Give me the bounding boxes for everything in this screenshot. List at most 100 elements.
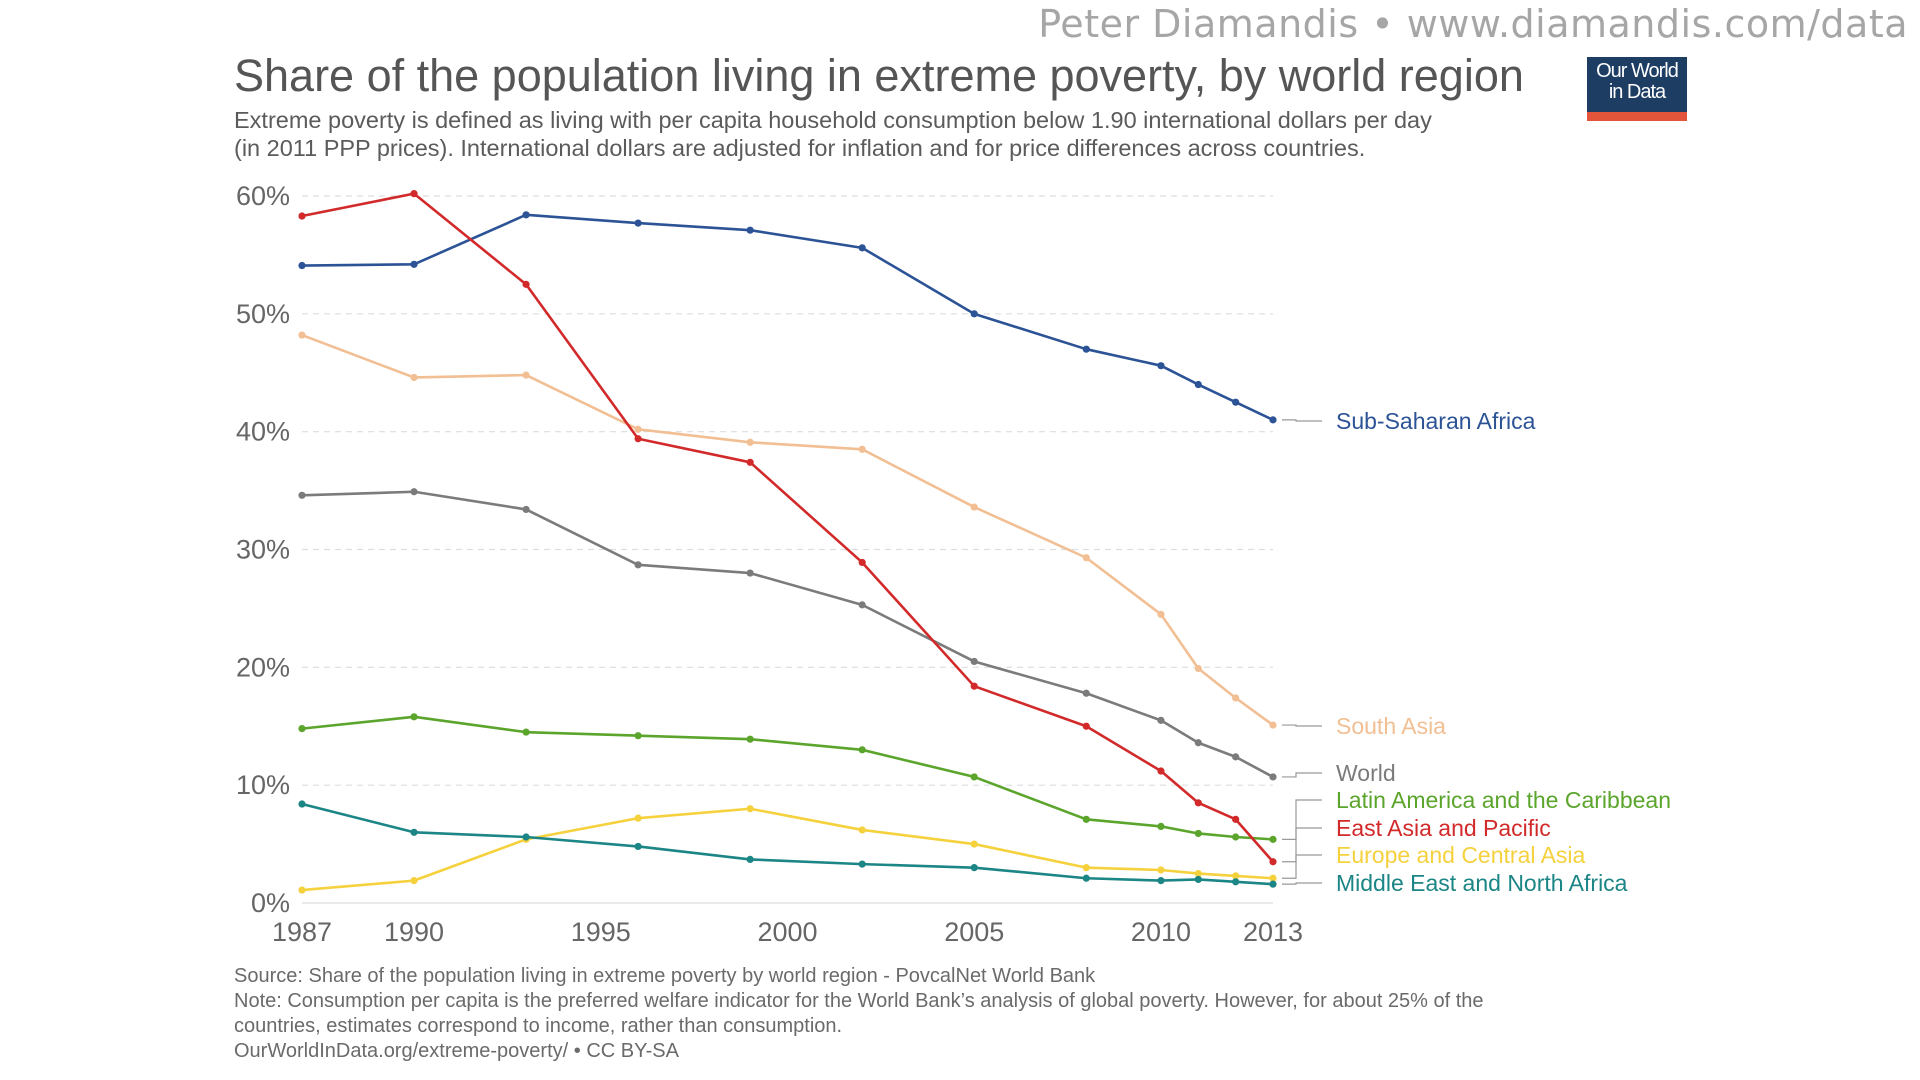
series-line-latin-america-and-the-caribbean — [301, 715, 1274, 841]
data-point-east-asia-and-pacific — [1082, 722, 1090, 730]
data-point-middle-east-and-north-africa — [858, 860, 866, 868]
logo-line-2: in Data — [1608, 81, 1666, 103]
data-point-east-asia-and-pacific — [1232, 815, 1240, 823]
data-point-middle-east-and-north-africa — [1082, 874, 1090, 882]
data-point-sub-saharan-africa — [970, 310, 978, 318]
y-tick-label: 60% — [236, 181, 290, 211]
data-point-europe-and-central-asia — [1232, 872, 1240, 880]
data-point-latin-america-and-the-caribbean — [1232, 833, 1240, 841]
data-point-sub-saharan-africa — [1269, 416, 1277, 424]
data-point-middle-east-and-north-africa — [1194, 875, 1202, 884]
label-connector-sub-saharan-africa — [1282, 419, 1322, 422]
data-point-sub-saharan-africa — [746, 226, 754, 234]
source-note: Source: Share of the population living i… — [234, 965, 1096, 987]
data-point-latin-america-and-the-caribbean — [1082, 815, 1090, 823]
data-point-world — [1157, 716, 1165, 724]
label-connector-east-asia-and-pacific — [1282, 827, 1322, 863]
y-tick-label: 30% — [236, 535, 290, 565]
series-label-east-asia-and-pacific: East Asia and Pacific — [1336, 815, 1551, 841]
data-point-latin-america-and-the-caribbean — [298, 725, 306, 733]
data-point-world — [858, 601, 866, 609]
subtitle-line-2: (in 2011 PPP prices). International doll… — [234, 135, 1366, 161]
data-point-world — [634, 561, 642, 569]
data-point-south-asia — [298, 331, 306, 339]
data-point-europe-and-central-asia — [858, 826, 866, 834]
series-line-east-asia-and-pacific — [301, 192, 1274, 863]
data-point-sub-saharan-africa — [298, 261, 306, 270]
data-point-east-asia-and-pacific — [1157, 767, 1165, 775]
data-point-sub-saharan-africa — [1194, 380, 1202, 389]
subtitle-line-1: Extreme poverty is defined as living wit… — [234, 107, 1432, 133]
grid-lines — [302, 195, 1273, 904]
x-tick-label: 2010 — [1131, 917, 1191, 947]
series-line-south-asia — [301, 333, 1274, 727]
x-tick-label: 1995 — [571, 917, 631, 947]
data-point-middle-east-and-north-africa — [410, 828, 418, 836]
data-point-middle-east-and-north-africa — [1157, 877, 1165, 885]
y-axis-ticks: 0% 10% 20% 30% 40% 50% 60% — [236, 181, 290, 918]
data-point-latin-america-and-the-caribbean — [746, 735, 754, 743]
data-point-south-asia — [410, 373, 418, 382]
label-connector-europe-and-central-asia — [1282, 854, 1322, 879]
data-point-sub-saharan-africa — [1157, 362, 1165, 370]
data-point-south-asia — [1157, 610, 1165, 618]
data-point-europe-and-central-asia — [634, 814, 642, 822]
data-point-sub-saharan-africa — [634, 219, 642, 227]
data-point-europe-and-central-asia — [1194, 869, 1202, 878]
data-point-europe-and-central-asia — [1157, 866, 1165, 874]
data-point-europe-and-central-asia — [746, 805, 754, 813]
data-point-south-asia — [522, 371, 530, 379]
data-point-sub-saharan-africa — [1232, 398, 1240, 406]
logo-accent-bar — [1587, 112, 1687, 121]
data-point-middle-east-and-north-africa — [634, 842, 642, 851]
data-point-world — [1269, 773, 1277, 781]
series-label-middle-east-and-north-africa: Middle East and North Africa — [1336, 870, 1628, 896]
series-label-latin-america-and-the-caribbean: Latin America and the Caribbean — [1336, 787, 1671, 813]
data-point-world — [522, 505, 530, 514]
data-point-middle-east-and-north-africa — [1232, 878, 1240, 886]
series-line-middle-east-and-north-africa — [301, 802, 1274, 886]
data-point-east-asia-and-pacific — [746, 458, 754, 466]
license-link[interactable]: OurWorldInData.org/extreme-poverty/ • CC… — [234, 1040, 679, 1062]
data-point-south-asia — [1082, 554, 1090, 562]
data-point-middle-east-and-north-africa — [746, 855, 754, 864]
data-point-east-asia-and-pacific — [1194, 799, 1202, 807]
our-world-in-data-logo[interactable]: Our World in Data — [1587, 57, 1687, 121]
x-axis-ticks: 1987 1990 1995 2000 2005 2010 2013 — [272, 917, 1303, 947]
series-label-europe-and-central-asia: Europe and Central Asia — [1336, 842, 1586, 868]
data-point-world — [746, 569, 754, 577]
data-point-latin-america-and-the-caribbean — [1157, 822, 1165, 831]
label-connector-middle-east-and-north-africa — [1282, 882, 1322, 885]
data-point-south-asia — [1269, 721, 1277, 729]
data-point-europe-and-central-asia — [298, 886, 306, 894]
series-line-sub-saharan-africa — [301, 213, 1274, 422]
data-point-europe-and-central-asia — [410, 877, 418, 885]
data-point-world — [410, 488, 418, 496]
series-line-world — [301, 490, 1274, 779]
y-tick-label: 20% — [236, 652, 290, 682]
x-tick-label: 1987 — [272, 917, 332, 947]
chart-subtitle: Extreme poverty is defined as living wit… — [234, 106, 1574, 162]
consumption-note-1: Note: Consumption per capita is the pref… — [234, 990, 1484, 1012]
data-point-sub-saharan-africa — [522, 211, 530, 219]
x-tick-label: 1990 — [384, 917, 444, 947]
y-tick-label: 50% — [236, 299, 290, 329]
data-point-east-asia-and-pacific — [858, 558, 866, 567]
y-tick-label: 0% — [251, 888, 290, 918]
x-tick-label: 2000 — [757, 917, 817, 947]
data-point-middle-east-and-north-africa — [1269, 880, 1277, 888]
data-point-south-asia — [970, 503, 978, 511]
x-tick-label: 2013 — [1243, 917, 1303, 947]
data-point-world — [970, 657, 978, 666]
series-line-europe-and-central-asia — [301, 807, 1274, 892]
label-connector-latin-america-and-the-caribbean — [1282, 799, 1322, 840]
y-tick-label: 40% — [236, 417, 290, 447]
chart-title: Share of the population living in extrem… — [234, 50, 1524, 101]
data-point-east-asia-and-pacific — [1269, 858, 1277, 866]
series-points — [298, 190, 1277, 894]
data-point-latin-america-and-the-caribbean — [522, 728, 530, 736]
data-point-world — [1194, 739, 1202, 747]
x-tick-label: 2005 — [944, 917, 1004, 947]
